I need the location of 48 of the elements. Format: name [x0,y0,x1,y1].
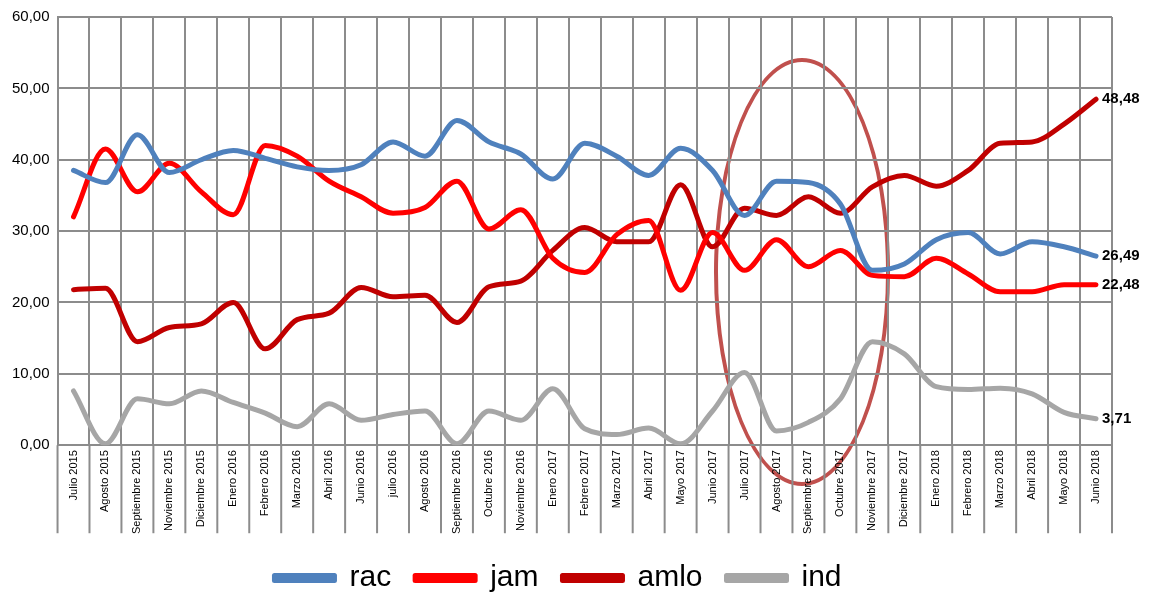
x-tick-label: Octubre 2017 [833,450,846,517]
x-tick-label: Septiembre 2016 [449,450,462,534]
x-tick-label: Febrero 2018 [961,450,974,517]
x-tick-label: Enero 2016 [226,450,239,508]
x-tick-label: Junio 2016 [354,450,367,505]
x-tick-label: Enero 2017 [545,450,558,508]
x-tick-label: Noviembre 2016 [513,450,526,531]
x-tick-label: Enero 2018 [929,450,942,508]
y-tick-label: 30,00 [11,221,50,239]
y-tick-label: 0,00 [20,435,50,453]
x-tick-label: Abril 2017 [641,450,654,500]
x-tick-label: Febrero 2017 [577,450,590,517]
y-tick-label: 20,00 [11,292,50,310]
x-tick-label: Junio 2017 [705,450,718,505]
y-tick-label: 50,00 [11,78,50,96]
x-tick-label: Agosto 2017 [769,450,782,512]
legend-label: amlo [637,559,703,593]
x-tick-label: Octubre 2016 [481,450,494,517]
x-tick-label: Abril 2018 [1025,450,1038,500]
x-tick-label: Julio 2017 [737,450,750,501]
x-tick-label: Diciembre 2015 [194,450,207,528]
x-tick-label: Noviembre 2015 [162,450,175,531]
x-tick-label: Diciembre 2017 [897,450,910,528]
x-tick-label: Septiembre 2015 [130,450,143,534]
x-tick-label: Marzo 2018 [993,450,1006,509]
x-tick-label: Mayo 2018 [1057,450,1070,505]
x-tick-label: Marzo 2017 [609,450,622,509]
x-tick-label: Agosto 2015 [98,450,111,512]
x-tick-label: Junio 2018 [1089,450,1102,505]
y-tick-label: 60,00 [11,7,50,25]
legend-label: ind [801,559,842,593]
x-tick-label: Abril 2016 [322,450,335,500]
y-tick-label: 10,00 [11,363,50,381]
x-tick-label: Agosto 2016 [418,450,431,512]
data-label: 26,49 [1102,246,1140,264]
legend-label: jam [489,559,539,593]
data-label: 22,48 [1102,274,1140,292]
x-tick-label: julio 2016 [386,450,399,499]
x-tick-label: Mayo 2017 [673,450,686,505]
data-label: 48,48 [1102,89,1140,107]
x-tick-label: Noviembre 2017 [865,450,878,531]
x-tick-label: Febrero 2016 [258,450,271,517]
x-tick-label: Marzo 2016 [290,450,303,509]
legend-label: rac [349,559,392,593]
x-tick-label: Septiembre 2017 [801,450,814,534]
y-tick-label: 40,00 [11,149,50,167]
data-label: 3,71 [1102,408,1132,426]
x-tick-label: Julio 2015 [66,450,79,501]
